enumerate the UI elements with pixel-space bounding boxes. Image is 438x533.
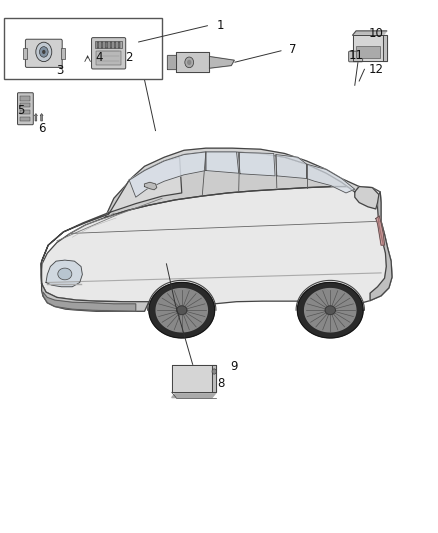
Bar (106, 43, 108, 47)
Text: 5: 5 (17, 104, 24, 117)
Polygon shape (370, 192, 392, 301)
Polygon shape (383, 35, 387, 61)
Polygon shape (305, 288, 356, 332)
Circle shape (36, 42, 52, 62)
Polygon shape (145, 182, 157, 190)
FancyBboxPatch shape (349, 51, 363, 62)
Text: 9: 9 (230, 360, 237, 373)
Circle shape (42, 50, 46, 54)
Bar (21, 117, 30, 121)
Polygon shape (209, 56, 234, 68)
Polygon shape (167, 55, 176, 69)
Text: 7: 7 (289, 43, 297, 55)
Polygon shape (42, 284, 149, 311)
Bar (96, 51, 121, 65)
Polygon shape (177, 306, 187, 314)
Polygon shape (355, 187, 379, 209)
Polygon shape (212, 365, 216, 392)
Bar (21, 103, 30, 108)
Bar (114, 43, 116, 47)
FancyArrow shape (40, 114, 43, 121)
Bar (110, 43, 112, 47)
Polygon shape (172, 365, 212, 392)
Circle shape (185, 57, 194, 68)
Text: 11: 11 (348, 50, 363, 62)
FancyBboxPatch shape (18, 93, 33, 125)
FancyBboxPatch shape (25, 39, 62, 67)
Circle shape (187, 60, 191, 65)
Polygon shape (176, 52, 209, 72)
Polygon shape (129, 152, 206, 197)
Polygon shape (156, 288, 208, 332)
Polygon shape (376, 216, 385, 245)
Text: 2: 2 (125, 51, 132, 63)
Text: 4: 4 (95, 51, 103, 63)
Text: 8: 8 (217, 377, 224, 390)
Polygon shape (149, 282, 215, 338)
Bar (101, 43, 103, 47)
Bar (356, 46, 380, 58)
Polygon shape (307, 164, 355, 193)
Polygon shape (238, 152, 275, 176)
Polygon shape (41, 187, 392, 310)
Circle shape (39, 47, 48, 57)
Polygon shape (297, 282, 363, 338)
FancyArrow shape (34, 114, 38, 121)
Bar (4, 18, 162, 79)
Bar (21, 96, 30, 101)
Polygon shape (43, 292, 136, 311)
Polygon shape (105, 152, 359, 217)
Polygon shape (353, 35, 383, 61)
Bar (97, 43, 99, 47)
Polygon shape (206, 152, 239, 173)
Bar (95, 41, 122, 48)
Polygon shape (46, 260, 82, 287)
Bar (23, 48, 27, 59)
Polygon shape (172, 392, 216, 398)
Text: 10: 10 (369, 27, 384, 40)
FancyBboxPatch shape (92, 38, 126, 69)
Text: 3: 3 (56, 64, 64, 77)
Text: 12: 12 (369, 63, 384, 76)
Bar (61, 48, 65, 59)
Bar (21, 110, 30, 114)
Polygon shape (127, 148, 359, 192)
Polygon shape (325, 306, 336, 314)
Text: 1: 1 (217, 19, 224, 32)
Ellipse shape (58, 268, 72, 280)
Circle shape (212, 369, 216, 374)
Bar (118, 43, 120, 47)
Text: 6: 6 (39, 123, 46, 135)
Polygon shape (353, 31, 387, 35)
Polygon shape (276, 155, 307, 179)
Polygon shape (41, 157, 182, 284)
